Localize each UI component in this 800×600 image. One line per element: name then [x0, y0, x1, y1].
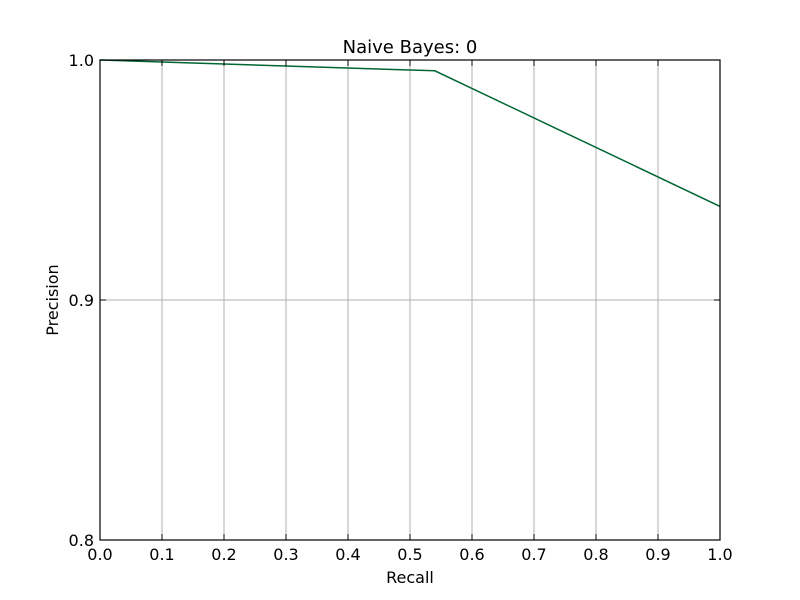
grid — [99, 59, 721, 541]
y-tick-label: 1.0 — [69, 51, 94, 70]
x-tick-label: 0.2 — [211, 545, 236, 564]
x-tick-label: 0.5 — [397, 545, 422, 564]
ticks: 0.0 0.1 0.2 0.3 0.4 0.5 0.6 0.7 0.8 0.9 1.0 0.8 0.9 1… — [69, 51, 733, 564]
y-axis-label: Precision — [43, 264, 62, 335]
x-tick-label: 0.4 — [335, 545, 360, 564]
x-axis-label: Recall — [386, 568, 434, 587]
chart-title: Naive Bayes: 0 — [343, 37, 478, 58]
x-tick-label: 0.7 — [521, 545, 546, 564]
series-line — [99, 59, 721, 208]
x-tick-label: 0.3 — [273, 545, 298, 564]
x-tick-label: 0.0 — [87, 545, 112, 564]
series-layer — [99, 59, 721, 208]
x-tick-label: 0.6 — [459, 545, 484, 564]
x-tick-label: 1.0 — [707, 545, 732, 564]
x-tick-label: 0.9 — [645, 545, 670, 564]
y-tick-label: 0.8 — [69, 531, 94, 550]
y-tick-label: 0.9 — [69, 291, 94, 310]
x-tick-label: 0.1 — [149, 545, 174, 564]
x-tick-label: 0.8 — [583, 545, 608, 564]
